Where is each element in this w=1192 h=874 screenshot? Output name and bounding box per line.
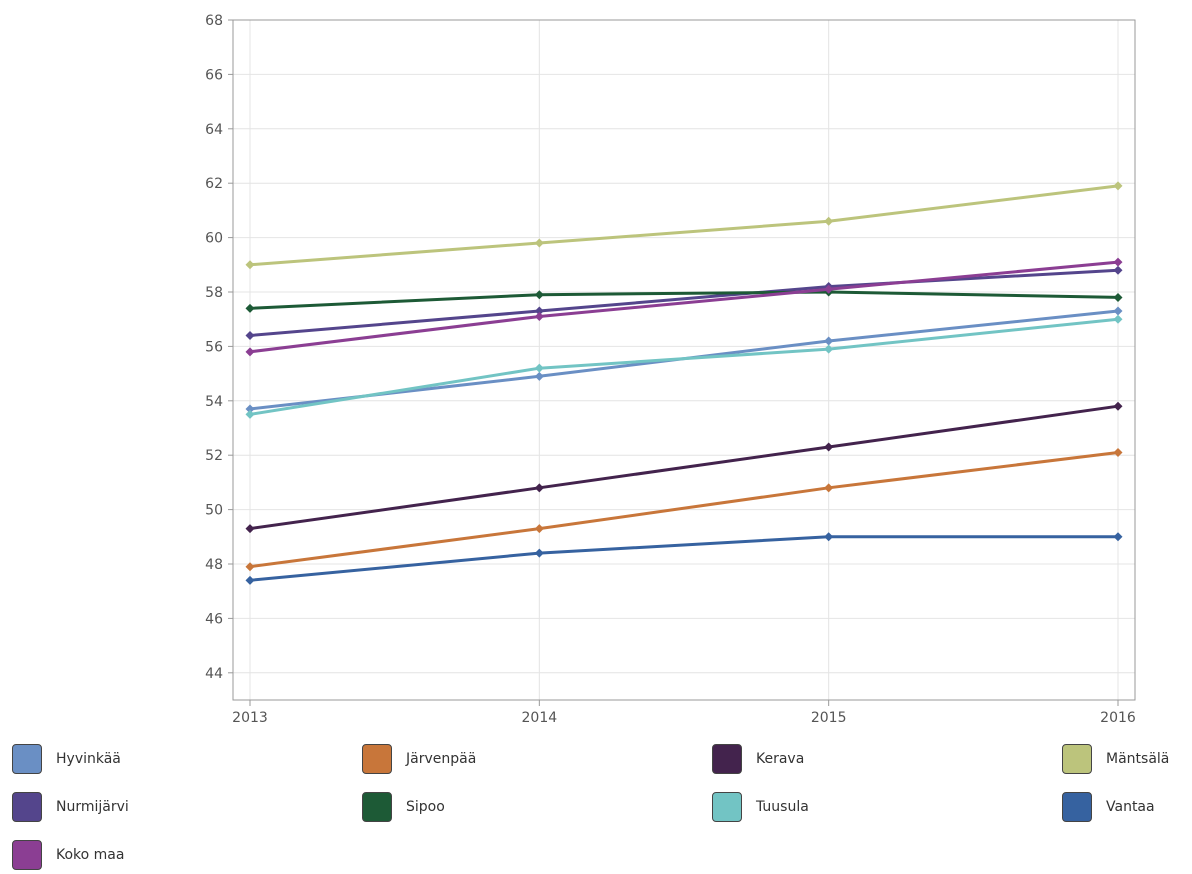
series-group bbox=[245, 447, 1123, 572]
legend-item[interactable]: Järvenpää bbox=[362, 740, 476, 778]
data-point[interactable] bbox=[534, 524, 544, 534]
data-point[interactable] bbox=[534, 483, 544, 493]
data-point[interactable] bbox=[245, 260, 255, 270]
series-line bbox=[249, 290, 1119, 310]
series-group bbox=[245, 314, 1123, 419]
legend-swatch bbox=[712, 792, 742, 822]
data-point[interactable] bbox=[534, 363, 544, 373]
x-tick-label: 2016 bbox=[1100, 710, 1136, 726]
legend-swatch bbox=[12, 840, 42, 870]
series-group bbox=[245, 181, 1123, 270]
legend-item[interactable]: Hyvinkää bbox=[12, 740, 121, 778]
y-tick-label: 56 bbox=[205, 339, 223, 355]
data-point[interactable] bbox=[534, 290, 544, 300]
legend-label: Nurmijärvi bbox=[56, 799, 129, 815]
y-tick-label: 48 bbox=[205, 557, 223, 573]
series-line bbox=[249, 535, 1118, 582]
data-point[interactable] bbox=[534, 371, 544, 381]
x-tick-label: 2014 bbox=[522, 710, 558, 726]
legend-swatch bbox=[362, 792, 392, 822]
series-line bbox=[249, 317, 1119, 416]
data-point[interactable] bbox=[1113, 292, 1123, 302]
y-tick-label: 60 bbox=[205, 231, 223, 247]
legend-swatch bbox=[1062, 792, 1092, 822]
y-tick-label: 52 bbox=[205, 448, 223, 464]
data-point[interactable] bbox=[534, 238, 544, 248]
y-tick-label: 50 bbox=[205, 503, 223, 519]
y-axis-ticks: 44 46 48 50 52 54 56 58 60 62 64 66 68 bbox=[205, 13, 233, 682]
legend-item[interactable]: Koko maa bbox=[12, 836, 124, 874]
legend-label: Järvenpää bbox=[406, 751, 477, 767]
legend-label: Hyvinkää bbox=[56, 751, 121, 767]
data-point[interactable] bbox=[245, 404, 255, 414]
series-group bbox=[245, 532, 1123, 585]
series-group bbox=[245, 257, 1123, 357]
legend-label: Sipoo bbox=[406, 799, 445, 815]
data-point[interactable] bbox=[534, 306, 544, 316]
y-tick-label: 58 bbox=[205, 285, 223, 301]
x-axis-ticks: 2013 2014 2015 2016 bbox=[232, 700, 1136, 726]
y-tick-label: 62 bbox=[205, 176, 223, 192]
data-point[interactable] bbox=[1113, 401, 1123, 411]
y-tick-label: 44 bbox=[205, 666, 223, 682]
data-point[interactable] bbox=[245, 347, 255, 357]
series-line bbox=[249, 404, 1119, 531]
y-tick-label: 46 bbox=[205, 611, 223, 627]
data-point[interactable] bbox=[1113, 265, 1123, 275]
legend-item[interactable]: Nurmijärvi bbox=[12, 788, 129, 826]
legend-item[interactable]: Vantaa bbox=[1062, 788, 1155, 826]
data-point[interactable] bbox=[824, 442, 834, 452]
data-point[interactable] bbox=[824, 344, 834, 354]
data-point[interactable] bbox=[1113, 306, 1123, 316]
x-tick-label: 2013 bbox=[232, 710, 268, 726]
data-point[interactable] bbox=[245, 524, 255, 534]
legend-swatch bbox=[12, 792, 42, 822]
data-point[interactable] bbox=[824, 284, 834, 294]
data-point[interactable] bbox=[824, 532, 834, 542]
data-point[interactable] bbox=[245, 409, 255, 419]
data-point[interactable] bbox=[534, 311, 544, 321]
data-point[interactable] bbox=[1113, 314, 1123, 324]
legend-label: Tuusula bbox=[756, 799, 809, 815]
data-point[interactable] bbox=[245, 303, 255, 313]
data-point[interactable] bbox=[534, 548, 544, 558]
data-point[interactable] bbox=[245, 562, 255, 572]
legend-label: Vantaa bbox=[1106, 799, 1155, 815]
series-group bbox=[245, 401, 1123, 534]
plot-frame bbox=[232, 19, 1136, 701]
legend-swatch bbox=[712, 744, 742, 774]
series-line bbox=[249, 184, 1119, 267]
legend-item[interactable]: Mäntsälä bbox=[1062, 740, 1169, 778]
legend-swatch bbox=[362, 744, 392, 774]
y-tick-label: 68 bbox=[205, 13, 223, 29]
data-point[interactable] bbox=[245, 575, 255, 585]
series-line bbox=[249, 260, 1119, 354]
y-tick-label: 66 bbox=[205, 67, 223, 83]
legend-label: Mäntsälä bbox=[1106, 751, 1170, 767]
series-line bbox=[249, 451, 1119, 569]
x-tick-label: 2015 bbox=[811, 710, 847, 726]
data-point[interactable] bbox=[1113, 532, 1123, 542]
data-point[interactable] bbox=[824, 336, 834, 346]
data-point[interactable] bbox=[1113, 257, 1123, 267]
legend-item[interactable]: Tuusula bbox=[712, 788, 809, 826]
series-layer bbox=[245, 181, 1123, 585]
data-point[interactable] bbox=[1113, 181, 1123, 191]
legend-item[interactable]: Sipoo bbox=[362, 788, 445, 826]
y-tick-label: 64 bbox=[205, 122, 223, 138]
series-group bbox=[245, 265, 1123, 341]
legend-label: Koko maa bbox=[56, 847, 125, 863]
data-point[interactable] bbox=[824, 216, 834, 226]
data-point[interactable] bbox=[245, 331, 255, 341]
data-point[interactable] bbox=[1113, 447, 1123, 457]
data-point[interactable] bbox=[824, 483, 834, 493]
legend-label: Kerava bbox=[756, 751, 805, 767]
y-tick-label: 54 bbox=[205, 394, 223, 410]
legend-swatch bbox=[12, 744, 42, 774]
legend-item[interactable]: Kerava bbox=[712, 740, 804, 778]
legend: Hyvinkää Järvenpää Kerava Mäntsälä Nurmijärv… bbox=[0, 740, 1192, 870]
series-line bbox=[249, 268, 1119, 337]
legend-swatch bbox=[1062, 744, 1092, 774]
